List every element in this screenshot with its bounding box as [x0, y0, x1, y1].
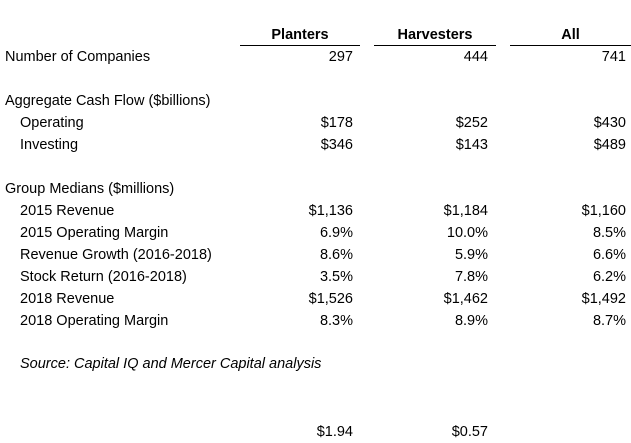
cash-flow-heading: Aggregate Cash Flow ($billions) [5, 93, 211, 109]
planters-value: 8.6% [319, 247, 353, 263]
footer-harvesters: $0.57 [451, 424, 488, 440]
row-label: 2015 Revenue [20, 203, 115, 219]
harvesters-value: $1,184 [443, 203, 488, 219]
median-row: 2018 Revenue $1,526 $1,462 $1,492 [0, 288, 631, 310]
header-planters: Planters [240, 26, 360, 46]
source-note: Source: Capital IQ and Mercer Capital an… [20, 356, 322, 372]
row-label: Revenue Growth (2016-2018) [20, 247, 212, 263]
harvesters-value: 7.8% [454, 269, 488, 285]
harvesters-value: 10.0% [446, 225, 488, 241]
all-value: $430 [593, 115, 626, 131]
companies-row: Number of Companies 297 444 741 [0, 46, 631, 68]
row-label: Stock Return (2016-2018) [20, 269, 187, 285]
cash-flow-row: Investing $346 $143 $489 [0, 134, 631, 156]
median-row: 2015 Revenue $1,136 $1,184 $1,160 [0, 200, 631, 222]
row-label: 2015 Operating Margin [20, 225, 169, 241]
footer-planters: $1.94 [316, 424, 353, 440]
harvesters-value: $252 [455, 115, 488, 131]
planters-value: $1,136 [308, 203, 353, 219]
all-value: 8.7% [592, 313, 626, 329]
cash-flow-row: Operating $178 $252 $430 [0, 112, 631, 134]
harvesters-value: $143 [455, 137, 488, 153]
medians-heading: Group Medians ($millions) [5, 181, 175, 197]
all-value: $1,160 [581, 203, 626, 219]
companies-planters: 297 [328, 49, 353, 65]
harvesters-value: 8.9% [454, 313, 488, 329]
all-value: 8.5% [592, 225, 626, 241]
planters-value: 6.9% [319, 225, 353, 241]
companies-label: Number of Companies [5, 49, 151, 65]
harvesters-value: $1,462 [443, 291, 488, 307]
all-value: 6.2% [592, 269, 626, 285]
planters-value: $1,526 [308, 291, 353, 307]
header-all: All [510, 26, 631, 46]
footer-row: $1.94 $0.57 [0, 421, 631, 443]
cash-flow-heading-row: Aggregate Cash Flow ($billions) [0, 90, 631, 112]
row-label: Investing [20, 137, 79, 153]
planters-value: 8.3% [319, 313, 353, 329]
median-row: Stock Return (2016-2018) 3.5% 7.8% 6.2% [0, 266, 631, 288]
row-label: Operating [20, 115, 84, 131]
all-value: $1,492 [581, 291, 626, 307]
all-value: $489 [593, 137, 626, 153]
planters-value: $178 [320, 115, 353, 131]
row-label: 2018 Revenue [20, 291, 115, 307]
companies-all: 741 [601, 49, 626, 65]
median-row: 2015 Operating Margin 6.9% 10.0% 8.5% [0, 222, 631, 244]
harvesters-value: 5.9% [454, 247, 488, 263]
planters-value: $346 [320, 137, 353, 153]
row-label: 2018 Operating Margin [20, 313, 169, 329]
companies-harvesters: 444 [463, 49, 488, 65]
all-value: 6.6% [592, 247, 626, 263]
median-row: 2018 Operating Margin 8.3% 8.9% 8.7% [0, 310, 631, 332]
planters-value: 3.5% [319, 269, 353, 285]
header-harvesters: Harvesters [374, 26, 496, 46]
median-row: Revenue Growth (2016-2018) 8.6% 5.9% 6.6… [0, 244, 631, 266]
medians-heading-row: Group Medians ($millions) [0, 178, 631, 200]
